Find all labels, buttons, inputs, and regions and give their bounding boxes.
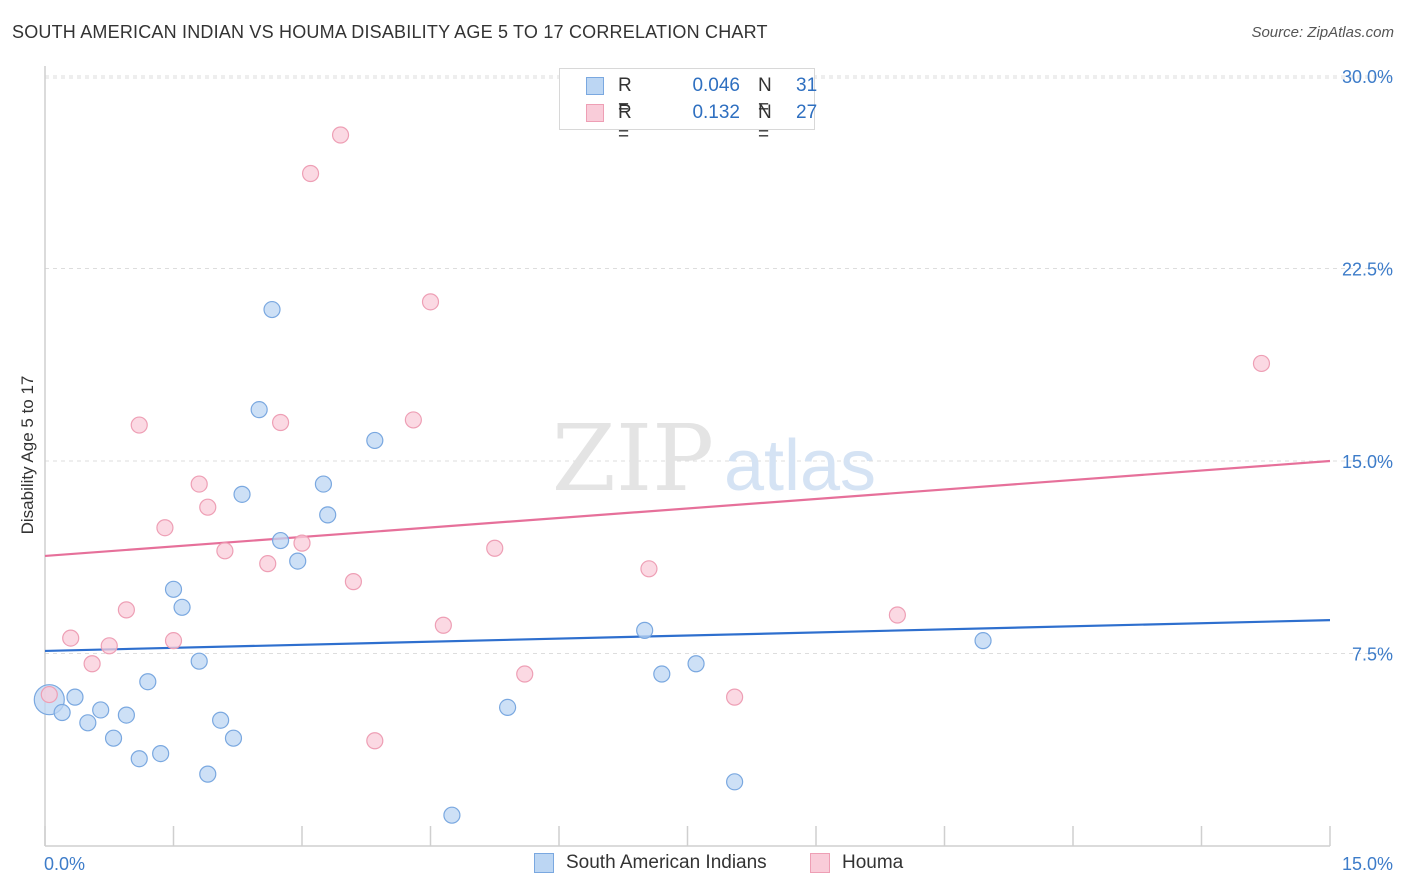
data-point-blue bbox=[190, 652, 208, 670]
data-point-pink bbox=[164, 632, 183, 650]
y-tick-label: 30.0% bbox=[1342, 67, 1393, 87]
trend-line-blue bbox=[44, 619, 1331, 653]
data-point-blue bbox=[499, 698, 517, 716]
legend-r-value: 0.132 bbox=[692, 102, 740, 123]
watermark-atlas: atlas bbox=[724, 426, 876, 506]
data-point-pink bbox=[156, 519, 174, 537]
legend-n-label: N = bbox=[758, 75, 772, 118]
data-point-pink bbox=[516, 665, 534, 683]
data-point-blue bbox=[653, 665, 671, 683]
data-point-blue bbox=[271, 531, 290, 550]
data-point-pink bbox=[366, 732, 384, 750]
data-point-pink bbox=[404, 411, 422, 429]
data-points bbox=[33, 126, 1271, 824]
data-point-blue bbox=[366, 431, 384, 450]
data-point-blue bbox=[53, 703, 71, 722]
data-point-blue bbox=[250, 401, 268, 419]
legend-label: Houma bbox=[842, 852, 904, 873]
data-point-blue bbox=[164, 580, 183, 598]
source-credit: Source: ZipAtlas.com bbox=[1251, 24, 1394, 41]
trend-line-pink bbox=[44, 459, 1331, 558]
legend-swatch-blue bbox=[534, 853, 554, 873]
legend-r-label: R = bbox=[618, 102, 632, 145]
chart-title: SOUTH AMERICAN INDIAN VS HOUMA DISABILIT… bbox=[12, 22, 768, 42]
y-axis-label: Disability Age 5 to 17 bbox=[18, 375, 37, 535]
data-point-pink bbox=[130, 416, 148, 434]
data-point-pink bbox=[293, 534, 311, 552]
data-point-pink bbox=[344, 573, 362, 591]
data-point-blue bbox=[687, 655, 705, 673]
watermark: ZIP atlas bbox=[552, 405, 876, 512]
data-point-blue bbox=[289, 552, 307, 570]
data-point-pink bbox=[259, 555, 277, 573]
legend-swatch-pink bbox=[810, 853, 830, 873]
legend-r-value: 0.046 bbox=[692, 75, 740, 96]
data-point-blue bbox=[92, 701, 110, 719]
legend-label: South American Indians bbox=[566, 852, 767, 873]
trend-lines bbox=[44, 459, 1331, 653]
data-point-blue bbox=[117, 706, 135, 724]
data-point-pink bbox=[888, 606, 906, 624]
data-point-blue bbox=[130, 750, 148, 768]
data-point-blue bbox=[636, 621, 654, 639]
data-point-pink bbox=[117, 601, 135, 619]
x-tick-label: 15.0% bbox=[1342, 854, 1393, 874]
data-point-blue bbox=[314, 475, 333, 493]
legend-n-value: 27 bbox=[796, 102, 818, 123]
data-point-blue bbox=[79, 714, 97, 732]
data-point-blue bbox=[173, 598, 191, 616]
watermark-zip: ZIP bbox=[552, 405, 714, 512]
data-point-blue bbox=[152, 744, 170, 763]
legend-r-label: R = bbox=[618, 75, 632, 118]
data-point-blue bbox=[199, 765, 217, 783]
data-point-pink bbox=[199, 498, 217, 516]
data-point-pink bbox=[486, 539, 504, 557]
data-point-pink bbox=[83, 655, 101, 673]
data-point-blue bbox=[263, 300, 281, 319]
data-point-pink bbox=[40, 685, 58, 704]
axes bbox=[44, 66, 1331, 847]
data-point-blue bbox=[319, 506, 337, 524]
x-tick-label: 0.0% bbox=[44, 854, 85, 874]
legend-swatch-blue bbox=[586, 77, 604, 95]
stats-legend: R = 0.046 N = 31 R = 0.132 N = 27 bbox=[559, 68, 818, 145]
data-point-blue bbox=[224, 729, 243, 747]
data-point-pink bbox=[640, 560, 658, 578]
data-point-blue bbox=[443, 806, 461, 824]
data-point-pink bbox=[62, 629, 80, 647]
y-tick-label: 15.0% bbox=[1342, 452, 1393, 472]
data-point-pink bbox=[271, 413, 290, 432]
data-point-blue bbox=[974, 632, 992, 650]
data-point-blue bbox=[104, 729, 123, 747]
tick-labels: 7.5% 15.0% 22.5% 30.0% 0.0% 15.0% bbox=[44, 67, 1393, 874]
data-point-blue bbox=[139, 673, 157, 691]
data-point-pink bbox=[726, 688, 744, 706]
data-point-pink bbox=[434, 616, 452, 634]
data-point-pink bbox=[331, 126, 350, 144]
data-point-pink bbox=[100, 637, 118, 655]
y-tick-label: 7.5% bbox=[1352, 644, 1393, 664]
y-tick-label: 22.5% bbox=[1342, 259, 1393, 279]
data-point-pink bbox=[1252, 354, 1271, 373]
legend-swatch-pink bbox=[586, 104, 604, 122]
data-point-pink bbox=[421, 293, 440, 311]
grid-lines bbox=[45, 75, 1392, 654]
data-point-pink bbox=[301, 164, 320, 183]
data-point-blue bbox=[212, 711, 230, 729]
data-point-pink bbox=[216, 542, 234, 560]
data-point-blue bbox=[66, 688, 84, 706]
legend-n-value: 31 bbox=[796, 75, 818, 96]
data-point-blue bbox=[726, 773, 744, 791]
data-point-pink bbox=[190, 475, 208, 493]
legend-n-label: N = bbox=[758, 102, 772, 145]
data-point-blue bbox=[233, 485, 251, 503]
